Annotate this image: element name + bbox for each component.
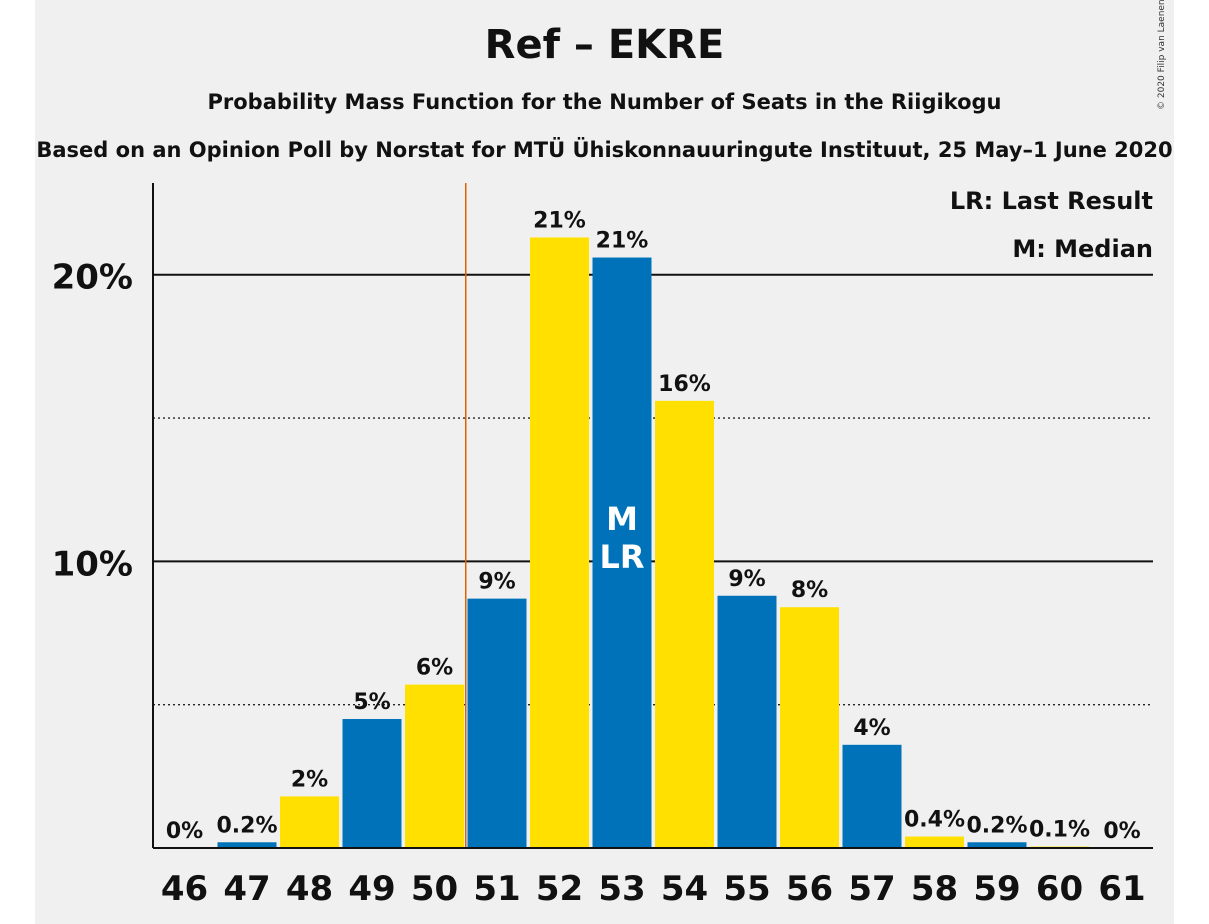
bar-seat-58 (905, 836, 964, 848)
y-tick-label: 20% (52, 258, 133, 298)
last-result-marker: LR (599, 538, 644, 576)
bar-seat-54 (655, 400, 714, 848)
bar-seat-47 (217, 842, 277, 848)
value-label: 6% (416, 656, 453, 681)
x-tick-label: 55 (723, 869, 770, 909)
gridlines (153, 183, 1153, 848)
value-label: 9% (478, 570, 515, 595)
value-label: 0.4% (904, 808, 965, 833)
value-label: 0% (1103, 819, 1140, 844)
value-labels: 0% 0.2%2%5%6%9%21%21%16%9% 8%4%0.4% 0.2% 0.1… (166, 208, 1141, 844)
value-label: 4% (853, 716, 890, 741)
x-tick-label: 54 (661, 869, 708, 909)
x-tick-label: 60 (1036, 869, 1083, 909)
bar-seat-48 (280, 796, 339, 848)
value-label: 5% (353, 690, 390, 715)
value-label: 16% (658, 372, 711, 397)
value-label: 21% (596, 229, 649, 254)
x-tick-label: 57 (848, 869, 895, 909)
x-tick-label: 49 (348, 869, 395, 909)
value-label: 8% (791, 578, 828, 603)
legend-last-result: LR: Last Result (950, 187, 1153, 215)
chart-caption: Based on an Opinion Poll by Norstat for … (36, 138, 1173, 162)
chart-subtitle: Probability Mass Function for the Number… (207, 90, 1002, 114)
bar-seat-52 (530, 237, 589, 849)
bar-seat-49 (342, 719, 402, 848)
value-label: 2% (291, 767, 328, 792)
y-tick-label: 10% (52, 544, 133, 584)
bar-seat-57 (842, 744, 902, 848)
bar-seat-53 (592, 257, 652, 848)
chart-title: Ref – EKRE (484, 22, 725, 68)
bar-seat-55 (717, 595, 777, 848)
bar-seat-56 (780, 607, 839, 848)
x-tick-label: 48 (286, 869, 333, 909)
x-tick-label: 61 (1098, 869, 1145, 909)
bar-seat-59 (967, 842, 1027, 848)
value-label: 0.1% (1029, 818, 1090, 843)
x-tick-label: 46 (161, 869, 208, 909)
bars (217, 237, 1089, 849)
value-label: 9% (728, 567, 765, 592)
bar-seat-50 (405, 684, 464, 848)
x-tick-label: 47 (223, 869, 270, 909)
median-marker: M (606, 500, 638, 538)
axes: 10% 20% 46 47 48 49 50 51 52 53 54 55 56 57 58 59 60 61 (52, 183, 1153, 909)
x-tick-label: 59 (973, 869, 1020, 909)
x-tick-label: 53 (598, 869, 645, 909)
legend-median: M: Median (1012, 235, 1153, 263)
x-tick-label: 51 (473, 869, 520, 909)
bar-seat-51 (467, 598, 527, 848)
value-label: 21% (533, 208, 586, 233)
x-tick-label: 58 (911, 869, 958, 909)
value-label: 0.2% (216, 813, 277, 838)
x-tick-label: 56 (786, 869, 833, 909)
x-tick-label: 52 (536, 869, 583, 909)
value-label: 0% (166, 819, 203, 844)
value-label: 0.2% (966, 813, 1027, 838)
x-tick-label: 50 (411, 869, 458, 909)
